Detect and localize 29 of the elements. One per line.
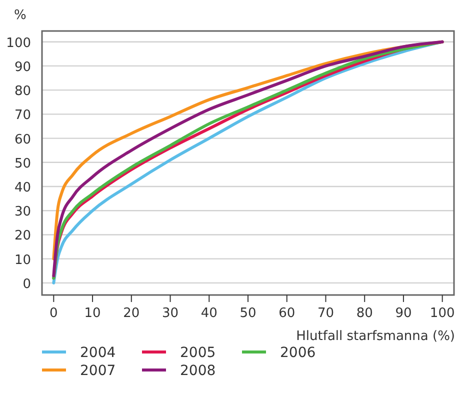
y-tick-label: 40 <box>14 180 31 196</box>
x-tick-label: 80 <box>356 306 373 321</box>
y-tick-label: 0 <box>22 276 31 292</box>
legend-label: 2004 <box>80 345 116 361</box>
y-tick-label: 50 <box>14 156 31 172</box>
x-tick-label: 0 <box>50 306 58 321</box>
x-tick-label: 60 <box>278 306 296 321</box>
x-tick-label: 20 <box>123 306 140 321</box>
x-tick-label: 10 <box>84 306 101 321</box>
legend-label: 2005 <box>180 345 216 361</box>
legend-label: 2008 <box>180 363 216 379</box>
y-tick-label: 90 <box>14 60 31 75</box>
x-tick-label: 30 <box>162 306 179 321</box>
x-tick-label: 40 <box>200 306 218 321</box>
y-tick-label: 80 <box>14 84 31 100</box>
y-tick-label: 20 <box>14 228 31 244</box>
x-tick-label: 70 <box>317 306 334 321</box>
x-axis-title: Hlutfall starfsmanna (%) <box>296 329 455 344</box>
y-tick-label: 70 <box>14 108 31 124</box>
x-tick-label: 100 <box>430 306 455 321</box>
y-tick-label: 30 <box>14 204 31 220</box>
y-tick-label: 10 <box>14 252 31 268</box>
y-tick-label: 100 <box>6 36 31 51</box>
x-tick-label: 90 <box>395 306 412 321</box>
x-tick-label: 50 <box>240 306 256 321</box>
legend-label: 2007 <box>80 363 116 379</box>
y-tick-label: 60 <box>14 132 31 148</box>
legend-label: 2006 <box>280 345 316 361</box>
y-axis-title: % <box>14 8 26 23</box>
